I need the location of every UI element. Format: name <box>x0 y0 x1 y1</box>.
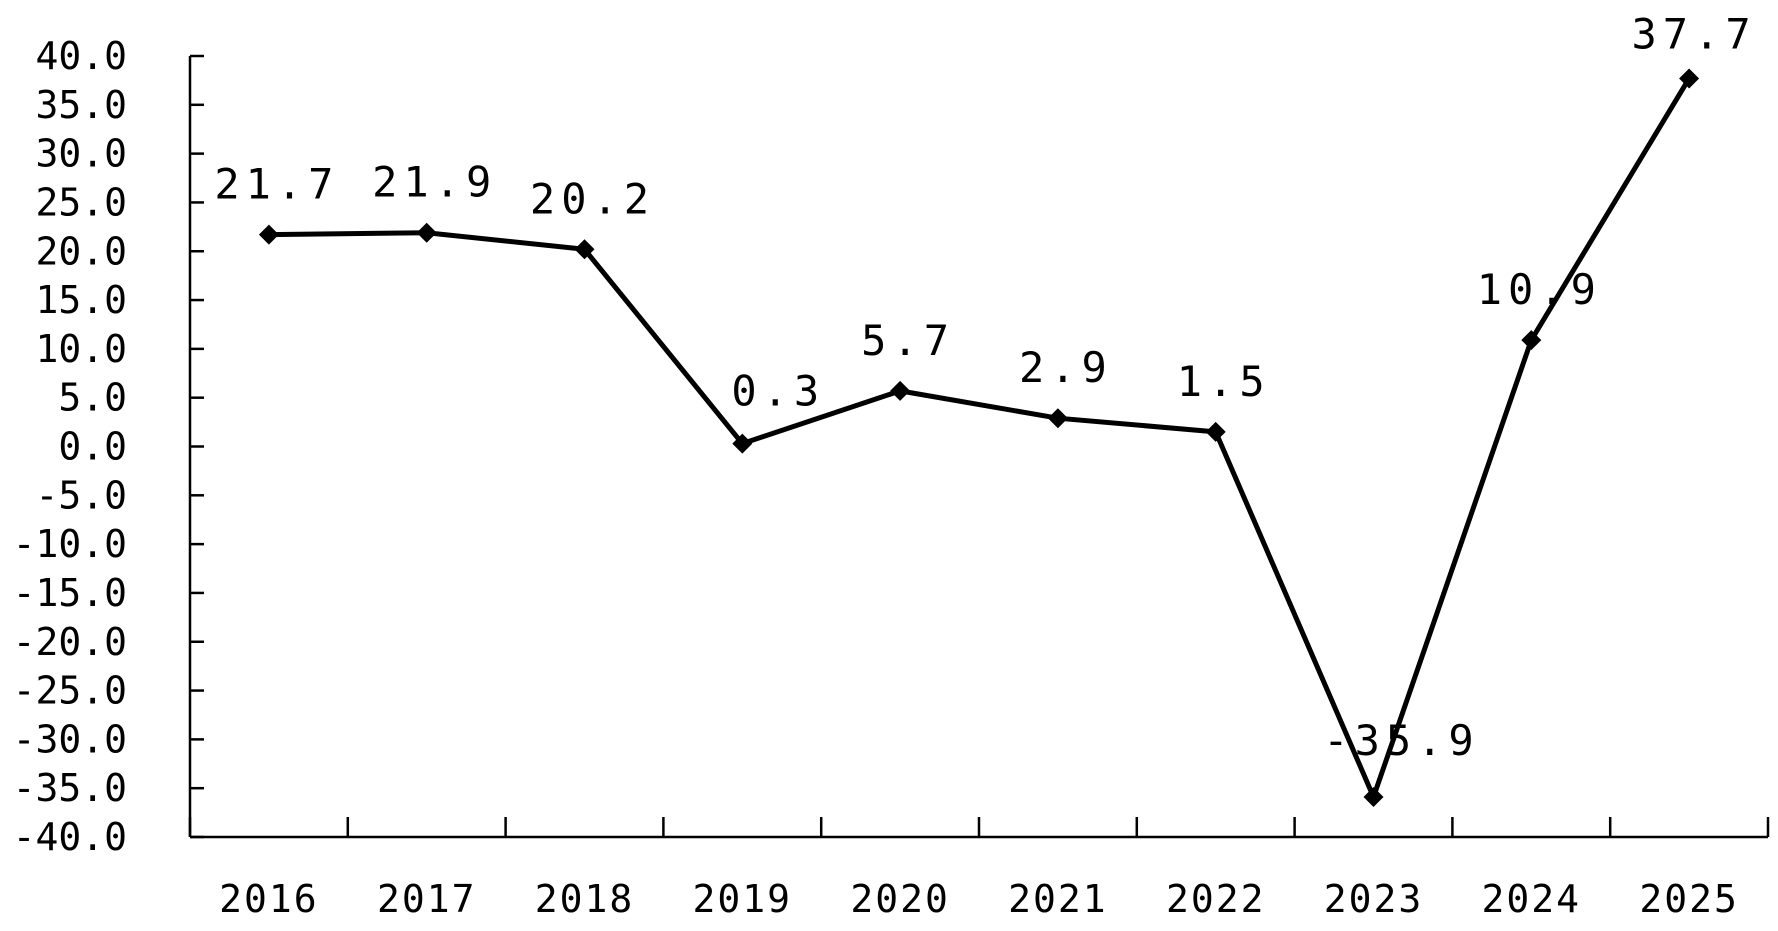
y-tick-label: 25.0 <box>35 180 127 224</box>
x-tick-label: 2021 <box>1008 877 1108 921</box>
x-tick-label: 2020 <box>850 877 950 921</box>
x-tick-label: 2019 <box>693 877 793 921</box>
data-label: 5.7 <box>861 316 955 365</box>
y-tick-label: 5.0 <box>58 376 127 420</box>
series-line-group <box>258 68 1700 807</box>
y-tick-label: -35.0 <box>13 766 127 810</box>
y-tick-label: 40.0 <box>35 34 127 78</box>
data-label: 37.7 <box>1632 9 1757 58</box>
data-label: 20.2 <box>530 174 655 223</box>
y-tick-label: -5.0 <box>35 473 127 517</box>
data-point-marker <box>1679 68 1700 89</box>
x-tick-label: 2017 <box>377 877 477 921</box>
data-point-marker <box>1205 421 1226 442</box>
data-labels: 21.7 21.9 20.2 0.3 5.7 2.9 1.5 -35.9 10.9 37.7 <box>214 9 1757 765</box>
x-tick-label: 2022 <box>1166 877 1266 921</box>
data-label: 21.7 <box>214 160 339 209</box>
data-point-marker <box>1047 408 1068 429</box>
data-label: 10.9 <box>1477 265 1602 314</box>
y-tick-label: 0.0 <box>58 425 127 469</box>
data-point-marker <box>416 222 437 243</box>
y-tick-label: 35.0 <box>35 83 127 127</box>
x-tick-label: 2024 <box>1482 877 1582 921</box>
y-tick-label: 15.0 <box>35 278 127 322</box>
data-point-marker <box>890 380 911 401</box>
y-tick-label: 10.0 <box>35 327 127 371</box>
x-axis-ticks: 2016 2017 2018 2019 2020 2021 2022 2023 2024 2025 <box>188 817 1770 921</box>
data-point-marker <box>732 433 753 454</box>
x-tick-label: 2025 <box>1639 877 1739 921</box>
data-point-marker <box>1521 330 1542 351</box>
series-line <box>268 77 1692 804</box>
y-tick-label: 30.0 <box>35 132 127 176</box>
y-tick-label: -10.0 <box>13 522 127 566</box>
y-tick-label: -20.0 <box>13 620 127 664</box>
data-point-marker <box>574 239 595 260</box>
data-label: 1.5 <box>1177 357 1271 406</box>
x-tick-label: 2016 <box>219 877 319 921</box>
y-axis-ticks: 40.0 35.0 30.025.0 20.0 15.0 10.0 5.0 0.0-5.0 -1… <box>13 34 204 859</box>
data-label: 21.9 <box>372 158 497 207</box>
y-tick-label: -40.0 <box>13 815 127 859</box>
y-tick-label: -25.0 <box>13 669 127 713</box>
y-tick-label: -30.0 <box>13 717 127 761</box>
data-label: 2.9 <box>1019 343 1113 392</box>
data-label: -35.9 <box>1323 716 1479 765</box>
y-tick-label: 20.0 <box>35 229 127 273</box>
data-label: 0.3 <box>731 367 825 416</box>
x-tick-label: 2023 <box>1324 877 1424 921</box>
y-tick-label: -15.0 <box>13 571 127 615</box>
data-point-marker <box>258 224 279 245</box>
data-point-marker <box>1363 786 1384 807</box>
x-tick-label: 2018 <box>535 877 635 921</box>
